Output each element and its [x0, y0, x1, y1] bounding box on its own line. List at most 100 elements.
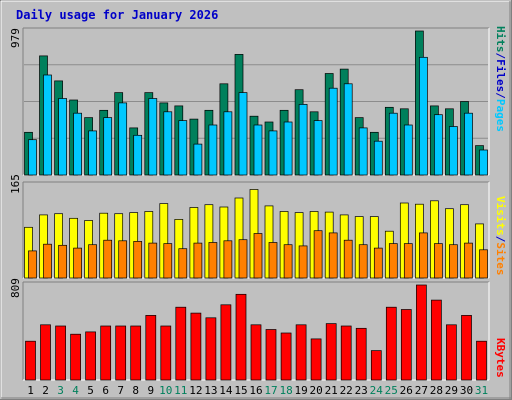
- sites-bar: [163, 243, 173, 279]
- day-tick-label: 12: [189, 384, 202, 397]
- sites-bar: [103, 239, 113, 279]
- visits-sites-max-label: 165: [9, 174, 22, 194]
- kbytes-bar: [446, 324, 457, 381]
- legend-visits: Visits: [494, 196, 507, 236]
- kbytes-bar: [85, 331, 96, 381]
- sites-bar: [479, 249, 488, 279]
- files-bar: [133, 134, 143, 176]
- sites-bar: [238, 239, 248, 279]
- kbytes-bar: [370, 350, 382, 381]
- kbytes-bar: [145, 315, 157, 381]
- kbytes-bar: [100, 325, 112, 381]
- files-bar: [208, 124, 218, 176]
- kbytes-legend: KBytes: [494, 338, 507, 378]
- day-tick-label: 31: [475, 384, 488, 397]
- kbytes-bar: [220, 304, 232, 381]
- kbytes-bar: [250, 324, 262, 381]
- day-tick-label: 9: [147, 384, 154, 397]
- kbytes-bar: [265, 329, 277, 381]
- files-bar: [298, 104, 308, 176]
- sites-bar: [58, 244, 67, 279]
- files-bar: [434, 114, 443, 176]
- files-bar: [464, 112, 473, 176]
- files-bar: [373, 140, 383, 176]
- sites-bar: [464, 242, 473, 279]
- sites-bar: [253, 233, 263, 279]
- sites-bar: [223, 240, 233, 279]
- day-tick-label: 30: [460, 384, 473, 397]
- files-bar: [313, 120, 323, 176]
- day-tick-label: 29: [445, 384, 458, 397]
- files-bar: [118, 102, 128, 176]
- kbytes-bar: [25, 340, 36, 381]
- sites-bar: [328, 232, 338, 279]
- files-bar: [178, 120, 188, 176]
- files-bar: [103, 117, 113, 176]
- kbytes-bar: [175, 306, 187, 381]
- files-bar: [388, 112, 398, 176]
- sites-bar: [193, 242, 203, 279]
- sites-bar: [208, 242, 218, 279]
- sites-bar: [373, 247, 383, 279]
- day-tick-label: 18: [279, 384, 292, 397]
- sites-bar: [298, 245, 308, 279]
- sites-bar: [178, 248, 188, 279]
- sites-bar: [148, 242, 158, 279]
- day-tick-label: 21: [325, 384, 338, 397]
- files-bar: [283, 121, 293, 176]
- files-bar: [343, 83, 353, 176]
- day-tick-label: 22: [340, 384, 353, 397]
- day-tick-label: 17: [264, 384, 277, 397]
- visits-sites-legend: Visits/Sites: [494, 196, 507, 276]
- kbytes-bar: [205, 317, 217, 381]
- day-tick-label: 7: [117, 384, 124, 397]
- kbytes-bar: [461, 315, 472, 381]
- sites-bar: [118, 240, 128, 279]
- kbytes-bar: [130, 325, 142, 381]
- legend-kbytes: KBytes: [494, 338, 507, 378]
- day-tick-label: 26: [400, 384, 413, 397]
- sites-bar: [73, 247, 82, 279]
- day-tick-label: 8: [132, 384, 139, 397]
- files-bar: [403, 124, 413, 176]
- day-tick-label: 24: [370, 384, 384, 397]
- day-tick-label: 23: [355, 384, 368, 397]
- sites-bar: [313, 230, 323, 279]
- files-bar: [253, 124, 263, 176]
- day-tick-label: 27: [415, 384, 428, 397]
- day-tick-label: 16: [249, 384, 262, 397]
- kbytes-bar: [340, 325, 352, 381]
- chart-title: Daily usage for January 2026: [16, 8, 218, 22]
- sites-bar: [419, 232, 428, 279]
- sites-bar: [88, 244, 97, 279]
- sites-bar: [403, 243, 413, 279]
- legend-sep: /: [494, 236, 507, 243]
- sites-bar: [388, 243, 398, 279]
- day-tick-label: 20: [309, 384, 322, 397]
- files-bar: [479, 149, 488, 176]
- files-bar: [88, 130, 97, 176]
- files-bar: [193, 143, 203, 176]
- sites-bar: [358, 244, 368, 279]
- files-bar: [268, 130, 278, 176]
- day-tick-label: 2: [42, 384, 49, 397]
- day-tick-label: 4: [72, 384, 79, 397]
- files-bar: [328, 87, 338, 176]
- day-tick-label: 10: [159, 384, 172, 397]
- day-tick-label: 15: [234, 384, 247, 397]
- kbytes-bar: [416, 284, 427, 381]
- legend-sites: Sites: [494, 242, 507, 275]
- day-tick-label: 3: [57, 384, 64, 397]
- kbytes-bar: [40, 324, 51, 381]
- files-bar: [43, 74, 52, 176]
- day-tick-label: 19: [294, 384, 307, 397]
- kbytes-bar: [355, 327, 367, 381]
- files-bar: [58, 98, 67, 176]
- kbytes-bar: [476, 340, 487, 381]
- files-bar: [238, 92, 248, 176]
- kbytes-bar: [310, 338, 322, 381]
- files-bar: [148, 98, 158, 176]
- sites-bar: [343, 239, 353, 279]
- hits-files-legend: Hits/Files/Pages: [494, 26, 507, 132]
